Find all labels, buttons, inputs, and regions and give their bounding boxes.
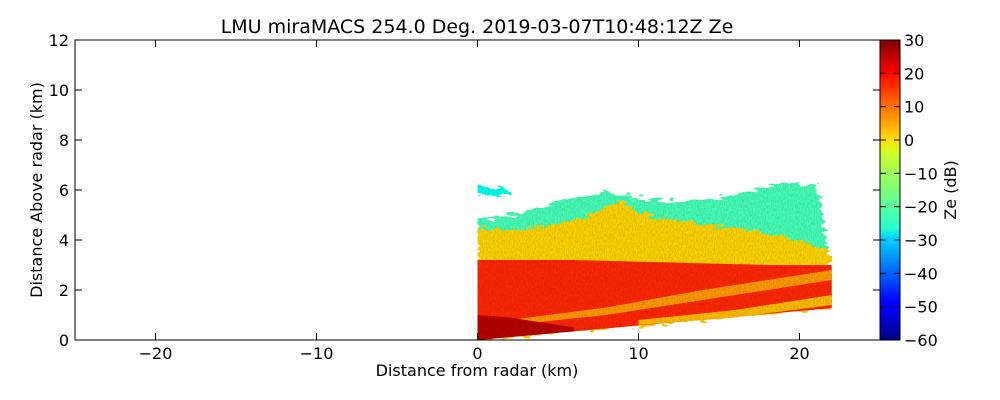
x-tick-label: 10	[628, 344, 648, 363]
surface-echo	[477, 315, 575, 340]
x-axis-label: Distance from radar (km)	[376, 361, 579, 380]
colorbar-tick-label: −10	[904, 164, 938, 183]
y-tick-label: 2	[59, 281, 69, 300]
y-tick-label: 10	[49, 81, 69, 100]
x-tick-label: −20	[139, 344, 173, 363]
colorbar-tick-label: −20	[904, 198, 938, 217]
echo-layers	[477, 182, 832, 340]
colorbar	[879, 39, 901, 341]
colorbar-tick-label: −30	[904, 231, 938, 250]
x-tick-label: 0	[472, 344, 482, 363]
y-tick-label: 0	[59, 331, 69, 350]
isolated-cloud-top	[477, 185, 510, 195]
colorbar-tick-label: −60	[904, 331, 938, 350]
y-axis-label: Distance Above radar (km)	[27, 82, 46, 298]
colorbar-tick-label: −50	[904, 298, 938, 317]
colorbar-ticks: 30 20 10 0 −10 −20 −30 −40 −50 −60	[880, 31, 938, 350]
colorbar-tick-label: 20	[904, 64, 924, 83]
y-tick-label: 6	[59, 181, 69, 200]
y-tick-label: 8	[59, 131, 69, 150]
y-axis-ticks: 0 2 4 6 8 10 12	[49, 31, 880, 350]
colorbar-tick-label: 30	[904, 31, 924, 50]
chart-title: LMU miraMACS 254.0 Deg. 2019-03-07T10:48…	[221, 16, 734, 38]
x-axis-ticks: −20 −10 0 10 20	[139, 40, 810, 363]
x-tick-label: −10	[300, 344, 334, 363]
colorbar-tick-label: 0	[904, 131, 914, 150]
yellow-streak	[638, 295, 832, 325]
colorbar-tick-label: 10	[904, 98, 924, 117]
y-tick-label: 4	[59, 231, 69, 250]
colorbar-tick-label: −40	[904, 264, 938, 283]
y-tick-label: 12	[49, 31, 69, 50]
x-tick-label: 20	[789, 344, 809, 363]
yellow-streak	[509, 270, 832, 325]
radar-echo-field	[477, 182, 832, 340]
colorbar-label: Ze (dB)	[941, 160, 960, 220]
